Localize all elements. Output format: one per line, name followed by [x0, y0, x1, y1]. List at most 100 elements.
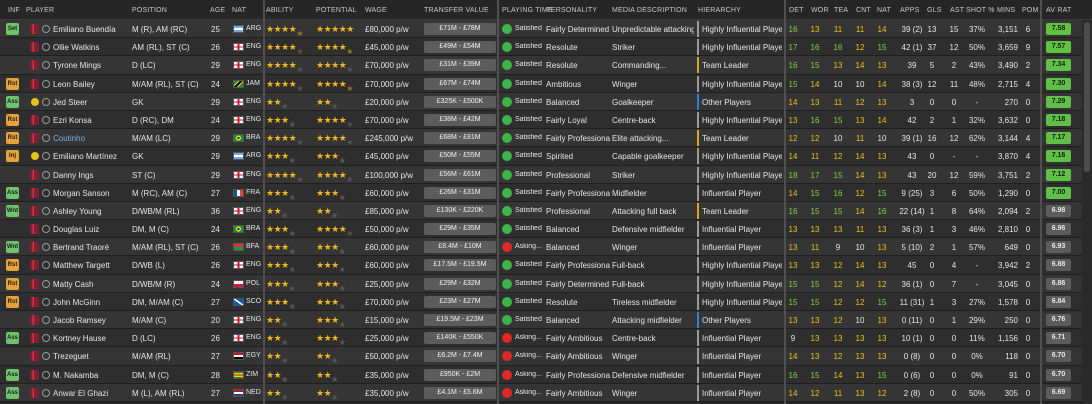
personality: Resolute: [546, 61, 578, 71]
col-wor[interactable]: WOR: [811, 7, 829, 14]
player-name[interactable]: Jacob Ramsey: [53, 316, 106, 325]
col-inf[interactable]: INF: [8, 7, 20, 14]
player-name[interactable]: John McGinn: [53, 297, 101, 307]
col-nat[interactable]: NAT: [232, 7, 247, 14]
col-shot-pct[interactable]: SHOT %: [966, 7, 995, 14]
table-row[interactable]: Rst Coutinho M/AM (LC) 29 BRA ★★★★ ★ ★★★★ ★ £245,…: [0, 129, 1092, 148]
info-badge[interactable]: Wnt: [6, 241, 19, 254]
player-name[interactable]: Douglas Luiz: [53, 225, 100, 235]
player-name[interactable]: Trezeguet: [53, 352, 89, 362]
table-row[interactable]: Ollie Watkins AM (RL), ST (C) 26 ENG ★★★★ ★ ★★…: [0, 38, 1092, 57]
player-name[interactable]: Bertrand Traoré: [53, 243, 110, 253]
player-name[interactable]: Anwar El Ghazi: [53, 388, 109, 398]
minutes: 3,045: [997, 279, 1018, 289]
info-badge[interactable]: Rst: [6, 259, 19, 272]
player-name[interactable]: Kortney Hause: [53, 334, 106, 344]
info-badge[interactable]: Rst: [6, 132, 19, 145]
info-badge[interactable]: Ass: [6, 368, 19, 381]
attr-natr: 10: [877, 134, 887, 144]
table-row[interactable]: Rst Matty Cash D/WB/M (R) 24 POL ★★★ ★ ★ ★★★ ★ ★ £2…: [0, 274, 1092, 293]
col-ability[interactable]: ABILITY: [266, 7, 294, 14]
col-gls[interactable]: GLS: [927, 7, 942, 14]
table-row[interactable]: Set Emiliano Buendía M (R), AM (RC) 25 ARG ★★…: [0, 20, 1092, 39]
info-badge[interactable]: Ass: [6, 386, 19, 399]
col-potential[interactable]: POTENTIAL: [316, 7, 357, 14]
info-badge[interactable]: Rst: [6, 77, 19, 90]
table-row[interactable]: Danny Ings ST (C) 29 ENG ★★★★ ★ ★★★★ ★ £100,000 …: [0, 165, 1092, 184]
player-name[interactable]: Danny Ings: [53, 170, 94, 180]
player-name[interactable]: Jed Steer: [53, 97, 88, 107]
col-mins[interactable]: MINS: [997, 7, 1016, 14]
average-rating: 7.16: [1046, 150, 1071, 163]
col-age[interactable]: AGE: [210, 7, 226, 14]
goals: 2: [929, 115, 935, 125]
apps: 36 (1): [901, 279, 923, 289]
col-av-rat[interactable]: AV RAT: [1046, 7, 1072, 14]
info-badge[interactable]: Ass: [6, 332, 19, 345]
player-name[interactable]: Morgan Sanson: [53, 188, 110, 198]
table-row[interactable]: Rst Matthew Targett D/WB (L) 26 ENG ★★★ ★ ★ ★★★ ★…: [0, 256, 1092, 275]
col-position[interactable]: POSITION: [132, 7, 168, 14]
col-ast[interactable]: AST: [950, 7, 965, 14]
player-name[interactable]: Matthew Targett: [53, 261, 110, 271]
player-name[interactable]: Coutinho: [53, 134, 86, 144]
col-nat-attr[interactable]: NAT: [877, 7, 892, 14]
table-row[interactable]: Rst Leon Bailey M/AM (RL), ST (C) 24 JAM ★★★★…: [0, 74, 1092, 93]
table-row[interactable]: Trezeguet M/AM (RL) 27 EGY ★★ ★ ★ ★ ★★ ★ ★ ★ £50,000…: [0, 347, 1092, 366]
table-row[interactable]: Wnt Bertrand Traoré M/AM (RL), ST (C) 26 BFA…: [0, 238, 1092, 257]
shirt-icon: [30, 369, 39, 380]
table-row[interactable]: Tyrone Mings D (LC) 29 ENG ★★★★ ★ ★★★★ ★ £70,000…: [0, 56, 1092, 75]
col-personality[interactable]: PERSONALITY: [546, 7, 598, 14]
info-badge[interactable]: Rst: [6, 277, 19, 290]
info-badge[interactable]: Rst: [6, 113, 19, 126]
info-badge[interactable]: Ass: [6, 95, 19, 108]
col-pom[interactable]: POM: [1022, 7, 1039, 14]
player-name[interactable]: Ollie Watkins: [53, 43, 100, 53]
col-apps[interactable]: APPS: [900, 7, 920, 14]
scrollbar[interactable]: [1082, 20, 1092, 404]
table-row[interactable]: Douglas Luiz DM, M (C) 24 BRA ★★★ ★ ★ ★★★★ ★ £50,…: [0, 220, 1092, 239]
table-row[interactable]: Ass Morgan Sanson M (RC), AM (C) 27 FRA ★★★ ★ ★…: [0, 183, 1092, 202]
col-playing-time[interactable]: PLAYING TIME: [502, 7, 553, 14]
minutes: 1,578: [997, 297, 1018, 307]
info-badge[interactable]: Set: [6, 23, 19, 35]
table-row[interactable]: Jacob Ramsey M/AM (C) 20 ENG ★★ ★ ★ ★ ★★★ ★ ★ £15,0…: [0, 311, 1092, 330]
shirt-icon: [30, 42, 39, 53]
col-player[interactable]: PLAYER: [26, 7, 55, 14]
col-cnt[interactable]: CNT: [856, 7, 871, 14]
flag-icon: [233, 43, 244, 52]
col-tea[interactable]: TEA: [834, 7, 849, 14]
player-name[interactable]: M. Nakamba: [53, 370, 99, 380]
table-row[interactable]: Ass M. Nakamba DM, M (C) 28 ZIM ★★ ★ ★ ★ ★★ ★ ★ ★ £35…: [0, 365, 1092, 384]
info-badge[interactable]: Ass: [6, 186, 19, 199]
col-media-description[interactable]: MEDIA DESCRIPTION: [612, 7, 687, 14]
player-name[interactable]: Matty Cash: [53, 279, 94, 289]
player-name[interactable]: Emiliano Martínez: [53, 152, 118, 162]
table-row[interactable]: Ass Jed Steer GK 29 ENG ★★ ★ ★ ★ ★★ ★ ★ ★ £20,000 p/w…: [0, 92, 1092, 111]
col-hierarchy[interactable]: HIERARCHY: [698, 7, 742, 14]
table-row[interactable]: Rst John McGinn DM, M/AM (C) 27 SCO ★★★ ★ ★ ★★★ ★…: [0, 292, 1092, 311]
player-name[interactable]: Ashley Young: [53, 206, 102, 216]
table-row[interactable]: Wnt Ashley Young D/WB/M (RL) 36 ENG ★★ ★ ★ ★ ★★ ★ ★…: [0, 201, 1092, 221]
info-badge[interactable]: Rst: [6, 295, 19, 308]
table-row[interactable]: Inj Emiliano Martínez GK 29 ARG ★★★ ★ ★ ★★★ ★ ★ £45…: [0, 147, 1092, 166]
attr-det: 15: [788, 79, 798, 89]
player-name[interactable]: Emiliano Buendía: [53, 25, 116, 34]
info-badge[interactable]: Wnt: [6, 204, 19, 217]
ability-stars: ★★★★★: [266, 296, 296, 311]
table-row[interactable]: Ass Kortney Hause D (LC) 26 ENG ★★ ★ ★ ★ ★★★ ★ ★ £25…: [0, 329, 1092, 348]
scrollbar-thumb[interactable]: [1084, 22, 1090, 172]
shirt-icon: [30, 24, 39, 34]
info-badge[interactable]: Inj: [6, 150, 19, 163]
player-name[interactable]: Ezri Konsa: [53, 115, 92, 125]
col-wage[interactable]: WAGE: [365, 7, 387, 14]
player-name[interactable]: Tyrone Mings: [53, 61, 102, 71]
col-transfer-value[interactable]: TRANSFER VALUE: [424, 7, 489, 14]
table-row[interactable]: Rst Ezri Konsa D (RC), DM 24 ENG ★★★ ★ ★ ★★★★ ★ £7…: [0, 110, 1092, 130]
col-det[interactable]: DET: [789, 7, 804, 14]
table-row[interactable]: Ass Anwar El Ghazi M (L), AM (RL) 27 NED ★★ ★ ★…: [0, 383, 1092, 402]
player-face-icon: [42, 243, 50, 252]
wage: £35,000 p/w: [365, 370, 409, 380]
nationality: ENG: [246, 261, 262, 269]
player-name[interactable]: Leon Bailey: [53, 79, 95, 89]
